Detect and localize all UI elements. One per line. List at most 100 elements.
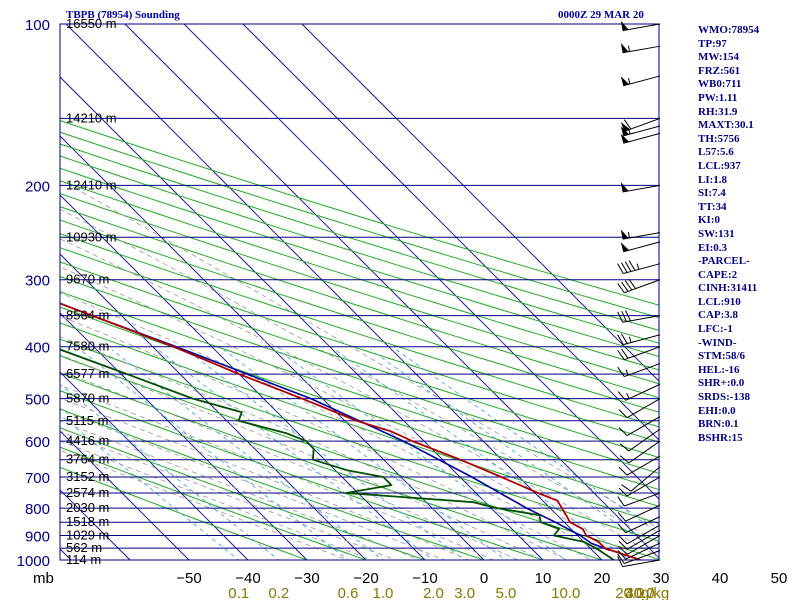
wind-barb-flag bbox=[620, 126, 630, 136]
wind-barb-feather bbox=[620, 262, 628, 273]
wind-barb-staff bbox=[626, 476, 661, 497]
dry-adiabat-line bbox=[60, 193, 659, 385]
wind-barb bbox=[620, 182, 661, 193]
index-value: MW:154 bbox=[698, 51, 739, 64]
index-value: EI:0.3 bbox=[698, 241, 728, 254]
wind-barb-feather bbox=[617, 556, 624, 567]
wind-barb-feather bbox=[618, 466, 628, 476]
wind-barb-flag bbox=[620, 42, 629, 53]
index-value: HEL:-16 bbox=[698, 363, 740, 376]
dry-adiabat-line bbox=[60, 322, 659, 525]
wind-barb-staff bbox=[624, 492, 661, 507]
dry-adiabat-line bbox=[60, 446, 368, 560]
mixing-ratio-line bbox=[60, 414, 240, 560]
wind-barb-half-feather bbox=[627, 231, 630, 239]
dry-adiabat-line bbox=[60, 180, 659, 371]
height-label: 3764 m bbox=[66, 452, 109, 467]
index-value: EHI:0.0 bbox=[698, 404, 736, 417]
wind-barb-feather bbox=[628, 279, 636, 289]
moist-adiabat-line bbox=[60, 336, 568, 560]
index-value: STM:58/6 bbox=[698, 350, 746, 363]
wind-barb-staff bbox=[622, 315, 661, 323]
chart-title: TBPB (78954) Sounding bbox=[66, 9, 180, 21]
mixing-ratio-label: 3.0 bbox=[454, 585, 475, 600]
plot-frame bbox=[59, 23, 660, 561]
wind-barbs bbox=[617, 20, 661, 568]
dry-adiabat-line bbox=[60, 206, 659, 399]
mixing-ratio-line bbox=[223, 349, 507, 560]
wind-barb-feather bbox=[617, 334, 624, 345]
height-label: 10930 m bbox=[66, 229, 117, 244]
wind-barb-staff bbox=[626, 535, 661, 555]
mixing-ratio-line bbox=[334, 349, 631, 560]
wind-barb-feather bbox=[617, 283, 625, 294]
index-value: WMO:78954 bbox=[698, 24, 760, 36]
pressure-tick-label: 400 bbox=[25, 340, 50, 357]
index-value: TT:34 bbox=[698, 200, 727, 213]
dry-adiabat-line bbox=[60, 233, 659, 428]
wind-barb bbox=[620, 125, 661, 137]
wind-barb bbox=[618, 455, 661, 476]
moist-adiabat-line bbox=[60, 420, 421, 560]
index-value: PW:1.11 bbox=[698, 91, 738, 104]
index-value: SI:7.4 bbox=[698, 187, 726, 200]
wind-barb-feather bbox=[624, 261, 632, 272]
wind-barb bbox=[619, 428, 661, 452]
mixing-ratio-unit: g/kg bbox=[641, 585, 669, 600]
dry-adiabat-line bbox=[60, 120, 659, 306]
wind-barb-feather bbox=[617, 496, 625, 507]
index-value: LCL:910 bbox=[698, 295, 741, 308]
wind-barb-feather bbox=[618, 535, 628, 545]
wind-barb-staff bbox=[630, 466, 661, 492]
wind-barb-staff bbox=[623, 132, 661, 144]
wind-barb-feather bbox=[625, 310, 631, 322]
index-value: MAXT:30.1 bbox=[698, 119, 754, 132]
dry-adiabat-line bbox=[60, 466, 309, 560]
index-value: LI:1.8 bbox=[698, 173, 728, 186]
wind-barb-staff bbox=[626, 398, 661, 419]
wind-barb bbox=[617, 516, 661, 534]
plot-area bbox=[0, 24, 659, 560]
mixing-ratio-line bbox=[370, 349, 659, 554]
index-value: BSHR:15 bbox=[698, 431, 743, 444]
wind-barb bbox=[618, 416, 661, 436]
wind-barb bbox=[618, 398, 661, 419]
wind-barb-feather bbox=[617, 553, 625, 564]
height-label: 5115 m bbox=[66, 413, 108, 428]
moist-adiabat-line bbox=[60, 315, 593, 560]
wind-barb-staff bbox=[623, 75, 661, 87]
wind-barb-feather bbox=[618, 546, 628, 555]
height-label: 562 m bbox=[66, 540, 102, 555]
mixing-ratio-line bbox=[111, 349, 384, 560]
mixing-ratio-label: 2.0 bbox=[423, 585, 444, 600]
wind-barb-half-feather bbox=[625, 369, 629, 376]
wind-barb-feather bbox=[621, 484, 632, 492]
wind-barb-staff bbox=[628, 428, 661, 452]
wind-barb bbox=[617, 550, 661, 564]
index-value: SW:131 bbox=[698, 227, 735, 240]
wind-barb-half-feather bbox=[628, 128, 631, 135]
index-value: -PARCEL- bbox=[698, 255, 750, 268]
height-label: 16550 m bbox=[66, 16, 117, 31]
index-value: TP:97 bbox=[698, 37, 727, 50]
wind-barb bbox=[617, 333, 661, 346]
isotherm-line bbox=[0, 24, 12, 560]
wind-barb-half-feather bbox=[628, 336, 632, 343]
wind-barb-feather bbox=[623, 119, 632, 130]
mixing-ratio-label: 0.6 bbox=[338, 585, 359, 600]
temperature-tick-label: −30 bbox=[294, 570, 319, 587]
dry-adiabat-line bbox=[60, 408, 486, 560]
wind-barb-staff bbox=[623, 241, 661, 253]
wind-barb-feather bbox=[618, 427, 628, 436]
moist-adiabat-line bbox=[60, 384, 495, 560]
mixing-ratio-line bbox=[60, 384, 280, 560]
index-value: LFC:-1 bbox=[698, 323, 733, 336]
dry-adiabat-line bbox=[60, 291, 659, 491]
wind-barb bbox=[617, 260, 661, 274]
wind-barb-staff bbox=[622, 45, 661, 54]
wind-barb bbox=[617, 556, 661, 568]
height-label: 1518 m bbox=[66, 514, 109, 529]
wind-barb-staff bbox=[625, 383, 661, 401]
wind-barb-feather bbox=[621, 348, 629, 359]
